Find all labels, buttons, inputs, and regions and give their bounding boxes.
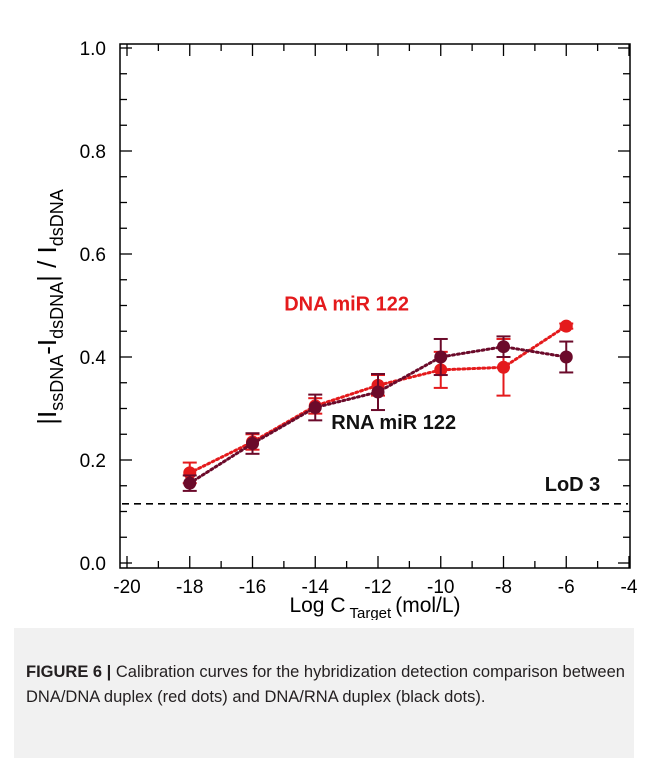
y-axis-label-part-4: dsDNA <box>47 282 67 339</box>
data-point-rna <box>371 385 385 399</box>
annotation-lod: LoD 3 <box>545 474 601 496</box>
y-tick-label: 0.2 <box>80 451 106 472</box>
y-tick-label: 0.8 <box>80 142 106 163</box>
caption-label: FIGURE 6 | <box>26 663 112 681</box>
annotation-layer: DNA miR 122 RNA miR 122 LoD 3 <box>284 294 600 496</box>
data-point-rna <box>559 350 573 364</box>
series-layer <box>182 319 574 492</box>
y-axis-label-part-1: |I <box>32 411 62 425</box>
data-point-rna <box>246 437 259 451</box>
y-tick-label: 0.6 <box>80 245 106 266</box>
x-tick-label: -12 <box>364 577 391 598</box>
y-axis-label: |IssDNA-IdsDNA| / IdsDNA <box>32 189 67 425</box>
y-axis-label-part-2: ssDNA <box>47 355 67 411</box>
x-tick-label: -10 <box>427 577 454 598</box>
data-point-dna <box>559 319 573 333</box>
x-tick-label: -20 <box>113 577 140 598</box>
x-tick-label: -6 <box>558 577 575 598</box>
data-point-rna <box>308 400 322 414</box>
y-axis: 0.0 0.2 0.4 0.6 0.8 1.0 <box>80 39 630 575</box>
x-axis: -20 -18 -16 -14 -12 -10 -8 -6 -4 <box>113 44 638 598</box>
x-tick-label: -8 <box>495 577 512 598</box>
y-tick-label: 0.4 <box>80 348 107 369</box>
x-axis-label-sub: Target <box>350 605 393 620</box>
data-point-rna <box>434 350 448 364</box>
x-tick-label: -18 <box>176 577 203 598</box>
y-tick-label: 1.0 <box>80 39 106 60</box>
x-tick-label: -4 <box>621 577 638 598</box>
x-axis-label-main: Log C <box>289 594 345 617</box>
data-point-rna <box>497 340 510 354</box>
y-axis-label-part-3: -I <box>32 339 62 355</box>
figure-caption: FIGURE 6 | Calibration curves for the hy… <box>14 628 634 758</box>
calibration-chart: 0.00.20.40.60.81.0 -20 -18 -16 -14 -12 -10 -8-… <box>32 39 638 620</box>
caption-text: Calibration curves for the hybridization… <box>26 663 625 706</box>
series-rna <box>182 335 574 492</box>
x-tick-label: -14 <box>302 577 330 598</box>
x-axis-label: Log C Target (mol/L) <box>289 594 460 620</box>
y-axis-label-part-5: | / I <box>32 246 62 282</box>
annotation-dna-miR-122: DNA miR 122 <box>284 294 409 316</box>
x-axis-label-unit: (mol/L) <box>395 594 460 617</box>
y-axis-label-part-6: dsDNA <box>47 189 67 246</box>
x-tick-label: -16 <box>239 577 266 598</box>
annotation-rna-miR-122: RNA miR 122 <box>331 412 456 434</box>
caption-paragraph: FIGURE 6 | Calibration curves for the hy… <box>26 660 626 710</box>
data-point-dna <box>497 360 510 374</box>
data-point-rna <box>183 476 197 490</box>
y-tick-label: 0.0 <box>80 554 106 575</box>
